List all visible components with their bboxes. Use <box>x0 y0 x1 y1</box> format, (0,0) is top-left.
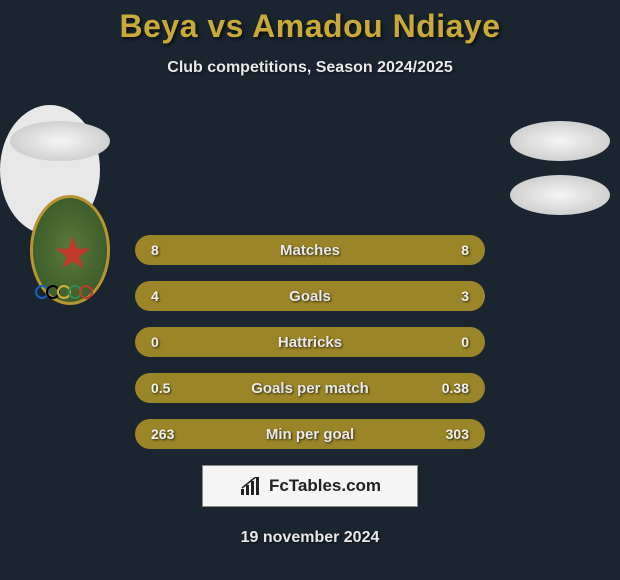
stat-right-value: 0.38 <box>442 380 469 396</box>
stat-right-value: 0 <box>461 334 469 350</box>
stat-label: Goals per match <box>251 380 369 397</box>
stat-left-value: 0 <box>151 334 159 350</box>
stat-bar: 4 Goals 3 <box>135 281 485 311</box>
stat-label: Min per goal <box>266 426 354 443</box>
stat-bar: 8 Matches 8 <box>135 235 485 265</box>
team-right-badge-top <box>510 121 610 161</box>
olympic-rings-icon <box>38 285 93 299</box>
stat-left-value: 8 <box>151 242 159 258</box>
stat-left-value: 263 <box>151 426 174 442</box>
stat-label: Goals <box>289 288 331 305</box>
page-title: Beya vs Amadou Ndiaye <box>0 8 620 45</box>
stats-card: Beya vs Amadou Ndiaye Club competitions,… <box>0 0 620 547</box>
stat-bar: 0.5 Goals per match 0.38 <box>135 373 485 403</box>
stat-bar: 0 Hattricks 0 <box>135 327 485 357</box>
stat-left-value: 4 <box>151 288 159 304</box>
team-right-badge-bottom <box>510 175 610 215</box>
brand-box[interactable]: FcTables.com <box>202 465 418 507</box>
ring-icon <box>79 285 93 299</box>
subtitle: Club competitions, Season 2024/2025 <box>0 59 620 77</box>
stat-right-value: 3 <box>461 288 469 304</box>
team-left-badge-top <box>10 121 110 161</box>
bar-chart-icon <box>239 477 263 495</box>
stat-left-value: 0.5 <box>151 380 170 396</box>
stat-right-value: 8 <box>461 242 469 258</box>
content-area: 8 Matches 8 4 Goals 3 0 Hattricks 0 0.5 … <box>0 105 620 547</box>
date-label: 19 november 2024 <box>0 529 620 547</box>
stat-label: Hattricks <box>278 334 342 351</box>
stat-right-value: 303 <box>446 426 469 442</box>
stat-bar: 263 Min per goal 303 <box>135 419 485 449</box>
brand-text: FcTables.com <box>269 476 381 496</box>
stat-bars: 8 Matches 8 4 Goals 3 0 Hattricks 0 0.5 … <box>135 235 485 449</box>
stat-label: Matches <box>280 242 340 259</box>
